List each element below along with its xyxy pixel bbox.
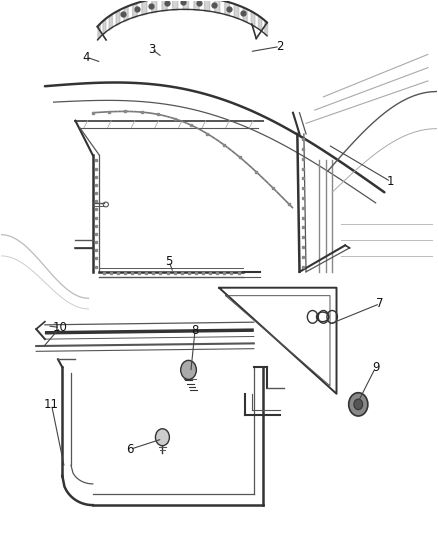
Text: 4: 4 (82, 51, 90, 63)
Circle shape (155, 429, 170, 446)
Circle shape (181, 360, 196, 379)
Text: 7: 7 (376, 297, 384, 310)
Text: 1: 1 (387, 175, 395, 188)
Text: 9: 9 (372, 361, 379, 374)
Circle shape (349, 393, 368, 416)
Text: 3: 3 (148, 43, 155, 55)
Text: 10: 10 (53, 321, 67, 334)
Circle shape (354, 399, 363, 410)
Text: 6: 6 (126, 443, 134, 456)
Text: 2: 2 (276, 40, 284, 53)
Text: 11: 11 (44, 398, 59, 411)
Text: 5: 5 (165, 255, 173, 268)
Text: 8: 8 (191, 324, 199, 337)
